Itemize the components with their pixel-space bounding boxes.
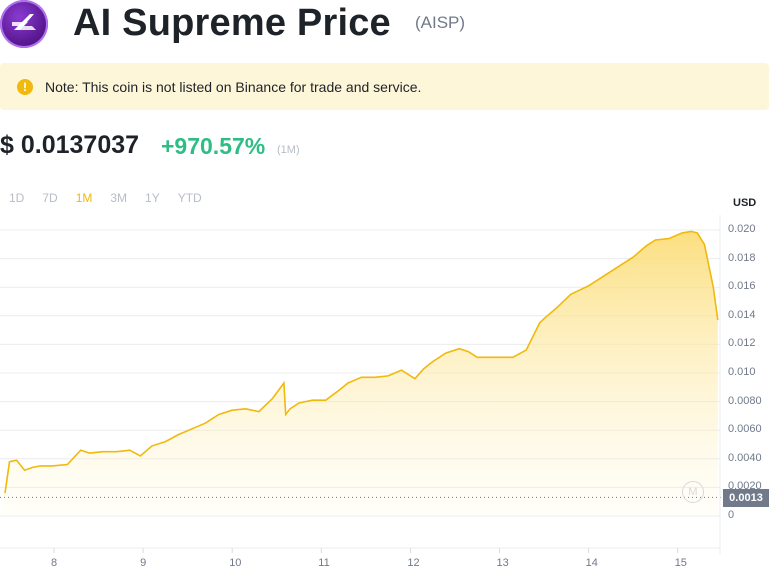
tab-1y[interactable]: 1Y — [145, 191, 160, 205]
coin-ticker: (AISP) — [415, 13, 466, 32]
price-chart[interactable] — [0, 215, 783, 555]
current-price: $ 0.0137037 — [0, 131, 140, 159]
y-tick-label: 0.010 — [728, 366, 756, 378]
y-tick-label: 0.0080 — [728, 394, 762, 407]
x-tick-label: 12 — [407, 557, 420, 569]
x-tick-label: 10 — [229, 557, 242, 569]
tab-1m[interactable]: 1M — [75, 191, 93, 205]
notice-text: Note: This coin is not listed on Binance… — [45, 79, 422, 95]
y-tick-label: 0.018 — [728, 251, 756, 264]
x-tick-label: 9 — [140, 557, 147, 569]
y-tick-label: 0.016 — [728, 280, 756, 293]
change-period: (1M) — [277, 144, 300, 156]
y-tick-label: 0.0040 — [728, 451, 762, 464]
tab-1d[interactable]: 1D — [9, 191, 25, 205]
current-price-tag: 0.0013 — [723, 489, 769, 507]
time-range-tabs: 1D 7D 1M 3M 1Y YTD — [0, 191, 211, 205]
x-tick-label: 13 — [496, 557, 509, 569]
info-icon: ! — [17, 79, 33, 95]
price-area — [0, 231, 718, 516]
y-tick-label: 0.012 — [728, 337, 756, 350]
tab-3m[interactable]: 3M — [110, 191, 128, 205]
tab-ytd[interactable]: YTD — [177, 191, 202, 205]
notice-banner — [0, 63, 769, 110]
y-tick-label: 0.0060 — [728, 423, 762, 436]
price-line — [4, 230, 719, 494]
x-tick-label: 11 — [318, 557, 330, 569]
x-tick-label: 15 — [674, 557, 687, 569]
y-tick-label: 0.014 — [728, 308, 756, 321]
coin-logo-icon — [12, 14, 36, 30]
y-tick-label: 0 — [728, 509, 735, 521]
tab-7d[interactable]: 7D — [42, 191, 58, 205]
x-tick-label: 14 — [585, 557, 598, 569]
x-tick-label: 8 — [51, 557, 58, 569]
price-change: +970.57% — [161, 133, 266, 159]
page-title: AI Supreme Price — [73, 2, 391, 44]
currency-label: USD — [733, 197, 757, 209]
coin-logo — [0, 0, 48, 48]
y-tick-label: 0.020 — [728, 223, 756, 235]
watermark-icon: M — [682, 481, 704, 503]
